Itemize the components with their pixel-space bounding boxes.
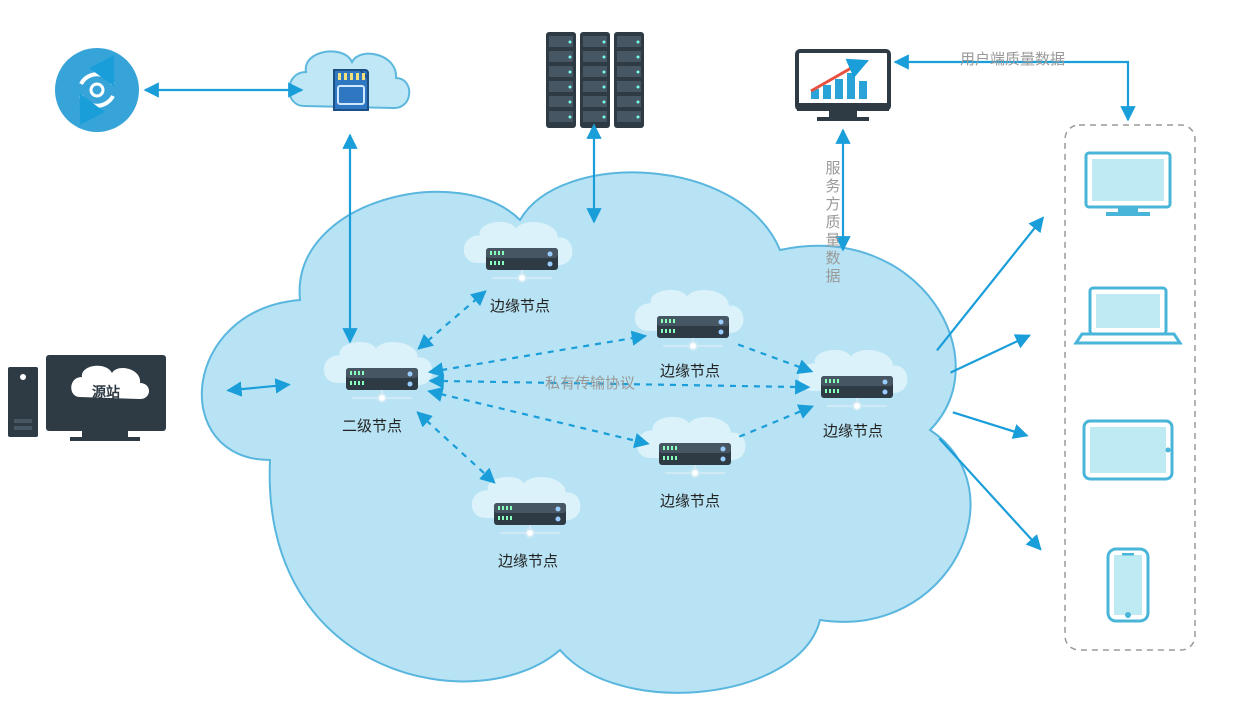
client-device [1086, 153, 1170, 216]
network-diagram: 源站 [0, 0, 1240, 727]
origin-icon: 源站 [8, 355, 166, 441]
sync-icon [55, 48, 139, 132]
client-device [1076, 288, 1180, 343]
label-service-quality: 服务方质量数据 [824, 160, 842, 286]
client-device [1108, 549, 1148, 621]
user-quality-arrow [895, 62, 1128, 120]
arrow [950, 335, 1029, 372]
label-private-protocol: 私有传输协议 [545, 372, 635, 393]
label-edge-node-5: 边缘节点 [498, 550, 558, 571]
label-user-quality: 用户端质量数据 [960, 48, 1065, 69]
label-edge-node-1: 边缘节点 [490, 295, 550, 316]
label-edge-node-2: 边缘节点 [660, 360, 720, 381]
analytics-icon [797, 51, 889, 121]
racks-icon [546, 32, 644, 128]
origin-label: 源站 [92, 384, 120, 400]
cloud-storage-icon [289, 51, 409, 110]
label-edge-node-3: 边缘节点 [823, 420, 883, 441]
label-secondary-node: 二级节点 [342, 415, 402, 436]
arrow [953, 412, 1027, 435]
label-edge-node-4: 边缘节点 [660, 490, 720, 511]
arrow [937, 218, 1043, 351]
client-device [1084, 421, 1172, 479]
